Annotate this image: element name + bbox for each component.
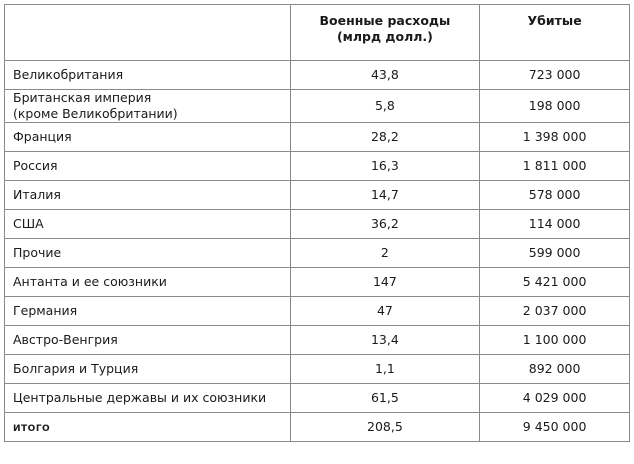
table-cell: 9 450 000: [479, 412, 630, 442]
table-cell: 36,2: [289, 209, 481, 239]
table-row: Центральные державы и их союзники 61,5 4 0…: [4, 383, 630, 413]
table-row: Антанта и ее союзники 147 5 421 000: [4, 267, 630, 297]
table-cell: 47: [289, 296, 481, 326]
table-row: итого 208,5 9 450 000: [4, 412, 630, 442]
table-row: Италия 14,7 578 000: [4, 180, 630, 210]
table-cell: Британская империя (кроме Великобритании…: [4, 89, 291, 123]
table-cell: Прочие: [4, 238, 291, 268]
table-row: Германия 47 2 037 000: [4, 296, 630, 326]
table-cell: Франция: [4, 122, 291, 152]
table-cell: 1 398 000: [479, 122, 630, 152]
table-cell: США: [4, 209, 291, 239]
table-row: Британская империя (кроме Великобритании…: [4, 89, 630, 123]
data-table: Военные расходы (млрд долл.) Убитые Велик…: [4, 4, 630, 442]
table-cell: 16,3: [289, 151, 481, 181]
table-cell: Австро-Венгрия: [4, 325, 291, 355]
table-cell: Великобритания: [4, 60, 291, 90]
table-cell: 1 100 000: [479, 325, 630, 355]
table-cell: 1,1: [289, 354, 481, 384]
table-cell: 892 000: [479, 354, 630, 384]
table-cell: 28,2: [289, 122, 481, 152]
table-cell: 5,8: [289, 89, 481, 123]
table-cell: 2 037 000: [479, 296, 630, 326]
table-cell: 5 421 000: [479, 267, 630, 297]
table-cell: 4 029 000: [479, 383, 630, 413]
table-row: Австро-Венгрия 13,4 1 100 000: [4, 325, 630, 355]
table-cell: итого: [4, 412, 291, 442]
header-cell: Военные расходы (млрд долл.): [289, 4, 481, 61]
header-row: Военные расходы (млрд долл.) Убитые: [4, 4, 630, 61]
table-row: Великобритания 43,8 723 000: [4, 60, 630, 90]
table-cell: 1 811 000: [479, 151, 630, 181]
table-cell: 723 000: [479, 60, 630, 90]
table-header: Военные расходы (млрд долл.) Убитые: [4, 4, 630, 61]
table-cell: Россия: [4, 151, 291, 181]
table-cell: 61,5: [289, 383, 481, 413]
table-cell: 13,4: [289, 325, 481, 355]
table-cell: 43,8: [289, 60, 481, 90]
table-body: Великобритания 43,8 723 000 Британская импе…: [4, 60, 630, 442]
table-cell: Болгария и Турция: [4, 354, 291, 384]
table-cell: 2: [289, 238, 481, 268]
table-row: Россия 16,3 1 811 000: [4, 151, 630, 181]
table-cell: 599 000: [479, 238, 630, 268]
table-cell: 208,5: [289, 412, 481, 442]
table-cell: 114 000: [479, 209, 630, 239]
table-row: Прочие 2 599 000: [4, 238, 630, 268]
table-cell: 147: [289, 267, 481, 297]
table-row: Франция 28,2 1 398 000: [4, 122, 630, 152]
table-cell: Германия: [4, 296, 291, 326]
table-cell: Италия: [4, 180, 291, 210]
table-cell: 198 000: [479, 89, 630, 123]
table-cell: 14,7: [289, 180, 481, 210]
table-cell: 578 000: [479, 180, 630, 210]
table-cell: Центральные державы и их союзники: [4, 383, 291, 413]
table-row: США 36,2 114 000: [4, 209, 630, 239]
table-row: Болгария и Турция 1,1 892 000: [4, 354, 630, 384]
header-cell: [4, 4, 291, 61]
table-cell: Антанта и ее союзники: [4, 267, 291, 297]
header-cell: Убитые: [479, 4, 630, 61]
